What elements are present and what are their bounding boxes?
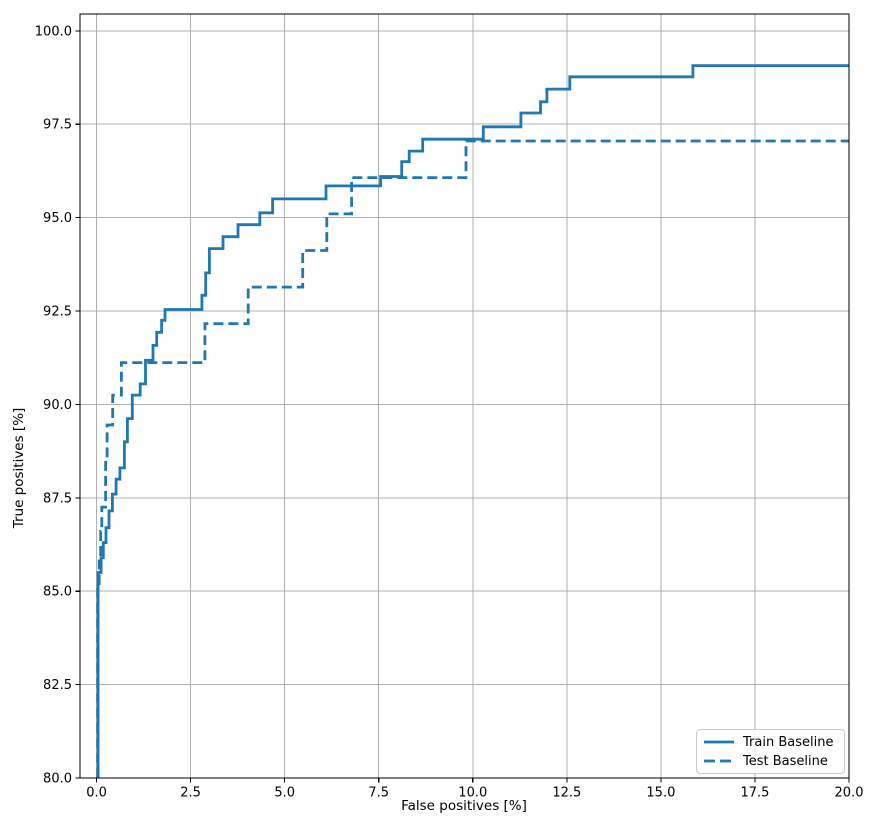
train-baseline-line (96, 64, 849, 778)
legend: Train Baseline Test Baseline (696, 729, 845, 774)
legend-item-train-baseline: Train Baseline (704, 735, 837, 750)
y-tick-label: 85.0 (43, 585, 72, 600)
y-tick-label: 92.5 (43, 305, 72, 320)
legend-label-test: Test Baseline (743, 753, 828, 769)
test-baseline-line (96, 139, 849, 778)
legend-item-test-baseline: Test Baseline (704, 754, 837, 769)
x-tick-label: 17.5 (740, 786, 769, 801)
x-tick-label: 10.0 (458, 786, 487, 801)
x-tick-label: 2.5 (180, 786, 201, 801)
legend-label-train: Train Baseline (743, 734, 834, 750)
x-tick-label: 15.0 (646, 786, 675, 801)
y-tick-label: 90.0 (43, 398, 72, 413)
axes-frame (79, 13, 850, 779)
y-tick-label: 100.0 (35, 24, 72, 39)
y-tick-label: 80.0 (43, 772, 72, 787)
solid-line-sample-icon (704, 740, 734, 744)
x-tick-label: 5.0 (274, 786, 295, 801)
y-tick-label: 97.5 (43, 118, 72, 133)
y-tick-label: 87.5 (43, 491, 72, 506)
x-tick-label: 12.5 (552, 786, 581, 801)
x-tick-label: 7.5 (368, 786, 389, 801)
x-tick-label: 20.0 (835, 786, 864, 801)
y-axis-label: True positives [%] (11, 407, 27, 529)
y-tick-label: 82.5 (43, 678, 72, 693)
x-axis-label: False positives [%] (401, 798, 527, 814)
y-tick-label: 95.0 (43, 211, 72, 226)
dashed-line-sample-icon (704, 759, 734, 763)
x-tick-label: 0.0 (86, 786, 107, 801)
